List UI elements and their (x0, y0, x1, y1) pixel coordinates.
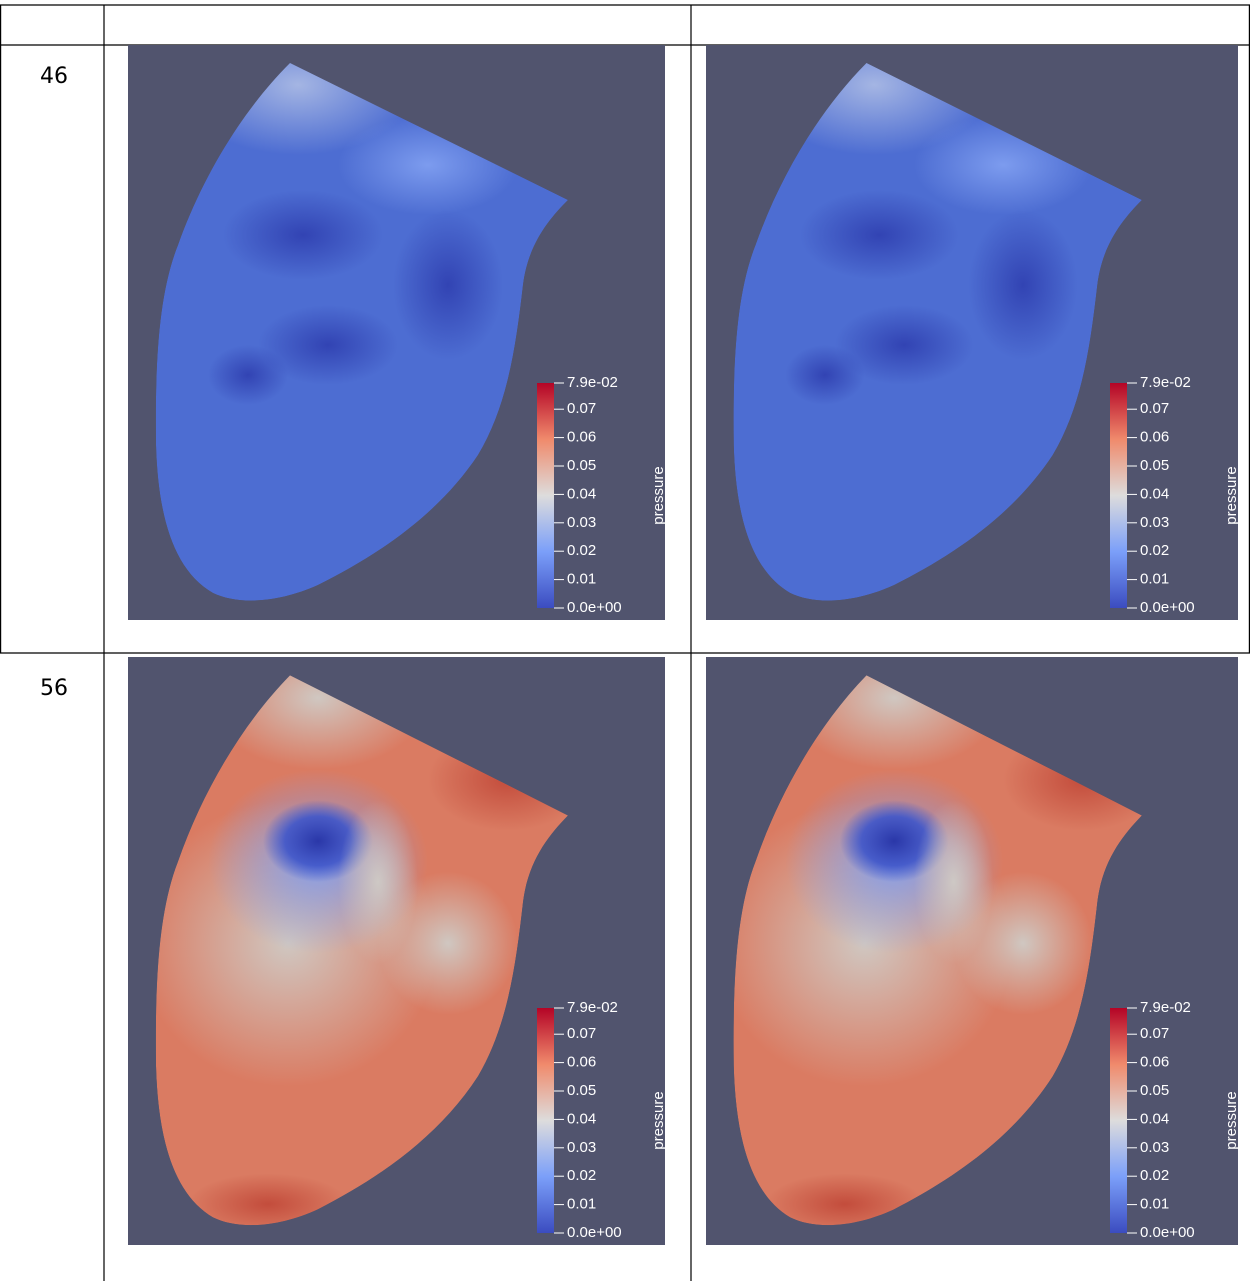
colorbar-title: pressure (650, 1091, 667, 1149)
colorbar-label: 0.03 (1140, 1139, 1169, 1156)
colorbar-title: pressure (650, 466, 667, 524)
colorbar-label: 0.01 (567, 571, 596, 588)
colorbar-label: 0.0e+00 (1140, 1224, 1195, 1241)
colorbar-label: 7.9e-02 (567, 999, 618, 1016)
colorbar-label: 7.9e-02 (1140, 999, 1191, 1016)
row-label: 46 (40, 64, 68, 89)
colorbar-label: 7.9e-02 (1140, 374, 1191, 391)
colorbar (537, 1008, 554, 1233)
render-panel: 7.9e-02 0.07 0.06 0.05 0.04 0.03 0.02 0.01 0.0e+… (128, 15, 667, 620)
colorbar-label: 0.07 (567, 400, 596, 417)
colorbar-label: 0.04 (1140, 485, 1169, 502)
document-page: 46 7.9e-02 0.07 0.06 0.05 0.04 0.03 0.02 0.01 0.0… (0, 0, 1250, 1281)
colorbar-label: 0.05 (1140, 1082, 1169, 1099)
colorbar-label: 0.05 (1140, 457, 1169, 474)
colorbar-label: 0.01 (567, 1196, 596, 1213)
colorbar-label: 0.07 (567, 1025, 596, 1042)
colorbar-label: 0.06 (1140, 429, 1169, 446)
colorbar-label: 0.07 (1140, 1025, 1169, 1042)
render-panel: 7.9e-02 0.07 0.06 0.05 0.04 0.03 0.02 0.01 0.0e+… (128, 626, 667, 1245)
colorbar (1110, 1008, 1127, 1233)
colorbar-title: pressure (1223, 466, 1240, 524)
colorbar (1110, 383, 1127, 608)
colorbar-label: 0.03 (567, 514, 596, 531)
colorbar-label: 0.05 (567, 1082, 596, 1099)
colorbar-label: 0.01 (1140, 1196, 1169, 1213)
colorbar-label: 0.0e+00 (1140, 599, 1195, 616)
colorbar-label: 0.04 (567, 1110, 596, 1127)
row-label: 56 (40, 676, 68, 701)
colorbar-label: 0.05 (567, 457, 596, 474)
colorbar-label: 0.01 (1140, 571, 1169, 588)
colorbar-title: pressure (1223, 1091, 1240, 1149)
colorbar-label: 0.07 (1140, 400, 1169, 417)
colorbar-label: 0.02 (1140, 542, 1169, 559)
colorbar-label: 0.02 (567, 1167, 596, 1184)
colorbar-label: 0.02 (567, 542, 596, 559)
colorbar-label: 0.04 (567, 485, 596, 502)
render-panel: 7.9e-02 0.07 0.06 0.05 0.04 0.03 0.02 0.01 0.0e+… (706, 15, 1240, 620)
colorbar-label: 0.0e+00 (567, 599, 622, 616)
colorbar-label: 0.0e+00 (567, 1224, 622, 1241)
colorbar (537, 383, 554, 608)
colorbar-label: 7.9e-02 (567, 374, 618, 391)
colorbar-label: 0.03 (1140, 514, 1169, 531)
colorbar-label: 0.04 (1140, 1110, 1169, 1127)
colorbar-label: 0.06 (567, 429, 596, 446)
colorbar-label: 0.06 (1140, 1054, 1169, 1071)
render-panel: 7.9e-02 0.07 0.06 0.05 0.04 0.03 0.02 0.01 0.0e+… (706, 626, 1240, 1245)
colorbar-label: 0.03 (567, 1139, 596, 1156)
colorbar-label: 0.02 (1140, 1167, 1169, 1184)
colorbar-label: 0.06 (567, 1054, 596, 1071)
